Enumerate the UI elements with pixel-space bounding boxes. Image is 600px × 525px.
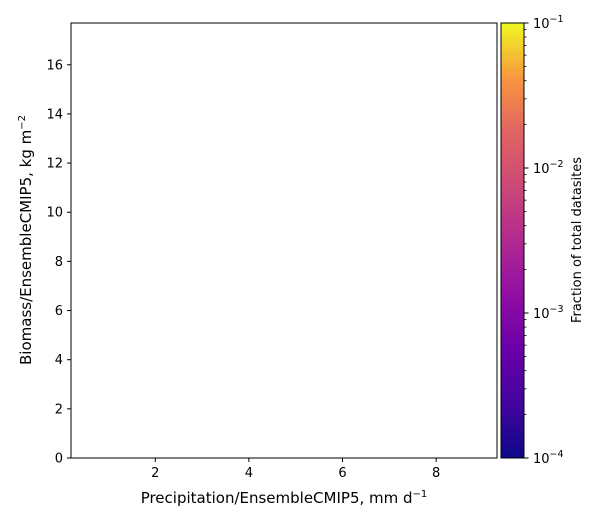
colorbar: 10−1 10−2 10−3 10−4 <box>500 14 564 467</box>
y-tick-label: 4 <box>55 353 63 368</box>
y-tick-label: 6 <box>55 304 63 319</box>
colorbar-tick-label: 10−2 <box>533 159 564 177</box>
colorbar-label: Fraction of total datasites <box>570 157 585 323</box>
y-tick-label: 12 <box>46 157 63 172</box>
y-tick-label: 0 <box>55 452 63 467</box>
colorbar-ticks: 10−1 10−2 10−3 10−4 <box>524 14 564 467</box>
y-tick-label: 14 <box>46 107 63 122</box>
x-tick-label: 2 <box>151 466 159 481</box>
x-tick-label: 6 <box>338 466 346 481</box>
y-tick-label: 10 <box>46 206 63 221</box>
x-tick-label: 4 <box>245 466 253 481</box>
x-tick-label: 8 <box>432 466 440 481</box>
y-axis-label: Biomass/EnsembleCMIP5, kg m−2 <box>17 115 35 365</box>
colorbar-tick-label: 10−3 <box>533 304 564 322</box>
y-tick-label: 2 <box>55 402 63 417</box>
x-axis-label: Precipitation/EnsembleCMIP5, mm d−1 <box>141 489 428 507</box>
plot-frame <box>70 22 498 459</box>
colorbar-tick-label: 10−4 <box>533 449 564 467</box>
y-tick-label: 8 <box>55 255 63 270</box>
y-axis-ticks: 0 2 4 6 8 10 12 14 16 <box>46 58 71 467</box>
y-tick-label: 16 <box>46 58 63 73</box>
plot-area <box>70 22 498 459</box>
colorbar-tick-label: 10−1 <box>533 14 564 32</box>
x-axis-ticks: 2 4 6 8 <box>151 458 440 481</box>
colorbar-gradient <box>500 22 525 459</box>
